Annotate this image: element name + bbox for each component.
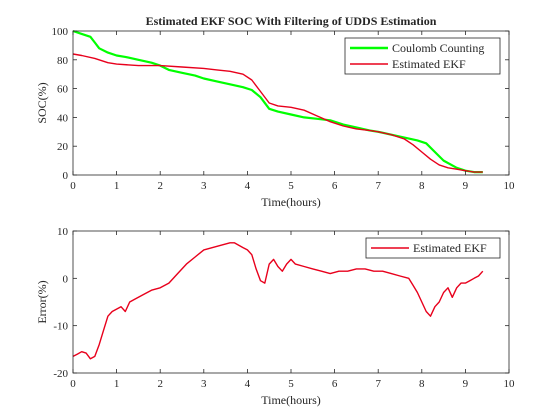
error-x-tick-label: 0	[70, 378, 76, 390]
soc-x-tick-label: 3	[201, 180, 207, 192]
error-x-tick-label: 6	[332, 378, 338, 390]
soc-y-axis-label: SOC(%)	[35, 82, 49, 123]
error-chart: 0 1 2 3 4 5 6 7 8 9 10 -20 -10 0 10 Time(hours) Error…	[35, 226, 515, 407]
legend-label-ekf: Estimated EKF	[392, 57, 466, 71]
legend-label-error-ekf: Estimated EKF	[413, 241, 487, 255]
error-x-tick-label: 1	[114, 378, 120, 390]
soc-x-tick-label: 7	[375, 180, 381, 192]
soc-x-tick-label: 5	[288, 180, 294, 192]
error-x-tick-label: 7	[375, 378, 381, 390]
soc-x-tick-label: 6	[332, 180, 338, 192]
soc-y-tick-label: 60	[57, 84, 69, 96]
soc-x-tick-label: 0	[70, 180, 76, 192]
soc-y-tick-label: 0	[63, 170, 69, 182]
error-x-tick-label: 3	[201, 378, 207, 390]
soc-y-ticks: 0 20 40 60 80 100	[52, 26, 509, 182]
error-y-tick-label: 0	[63, 273, 69, 285]
error-series-group	[72, 242, 484, 360]
error-x-tick-label: 2	[157, 378, 163, 390]
soc-x-axis-label: Time(hours)	[261, 195, 321, 209]
soc-x-tick-label: 10	[504, 180, 516, 192]
error-x-axis-label: Time(hours)	[261, 393, 321, 407]
soc-x-tick-label: 1	[114, 180, 120, 192]
chart-title: Estimated EKF SOC With Filtering of UDDS…	[146, 14, 437, 28]
error-y-tick-label: -10	[53, 321, 68, 333]
error-y-tick-label: 10	[57, 226, 69, 238]
error-x-tick-label: 4	[245, 378, 251, 390]
soc-x-tick-label: 4	[245, 180, 251, 192]
error-x-tick-label: 9	[463, 378, 469, 390]
soc-y-tick-label: 80	[57, 55, 69, 67]
soc-legend: Coulomb Counting Estimated EKF	[344, 37, 501, 75]
soc-series-group	[72, 29, 483, 174]
soc-legend-box	[344, 37, 501, 75]
soc-x-ticks: 0 1 2 3 4 5 6 7 8 9 10	[70, 31, 515, 192]
error-x-tick-label: 8	[419, 378, 425, 390]
error-legend-box	[365, 237, 501, 259]
soc-y-tick-label: 100	[52, 26, 69, 38]
soc-x-tick-label: 2	[157, 180, 163, 192]
error-y-tick-label: -20	[53, 368, 68, 380]
error-legend: Estimated EKF	[365, 237, 501, 259]
error-y-ticks: -20 -10 0 10	[53, 226, 509, 380]
legend-label-coulomb: Coulomb Counting	[392, 41, 484, 55]
soc-series-line-2	[72, 53, 483, 173]
error-series-line-1	[72, 242, 484, 360]
soc-x-tick-label: 8	[419, 180, 425, 192]
error-x-tick-label: 10	[504, 378, 516, 390]
soc-chart: Estimated EKF SOC With Filtering of UDDS…	[35, 14, 515, 209]
soc-y-tick-label: 20	[57, 141, 69, 153]
soc-x-tick-label: 9	[463, 180, 469, 192]
error-x-tick-label: 5	[288, 378, 294, 390]
error-y-axis-label: Error(%)	[35, 280, 49, 323]
error-x-ticks: 0 1 2 3 4 5 6 7 8 9 10	[70, 231, 515, 390]
soc-y-tick-label: 40	[57, 112, 69, 124]
soc-series-line-1	[72, 29, 483, 174]
